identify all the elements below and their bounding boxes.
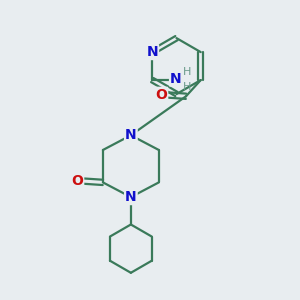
Text: H: H: [182, 82, 191, 92]
Text: N: N: [170, 72, 182, 86]
Text: N: N: [146, 45, 158, 59]
Text: N: N: [125, 128, 137, 142]
Text: H: H: [182, 67, 191, 77]
Text: O: O: [71, 174, 83, 188]
Text: N: N: [125, 190, 137, 204]
Text: O: O: [155, 88, 167, 102]
